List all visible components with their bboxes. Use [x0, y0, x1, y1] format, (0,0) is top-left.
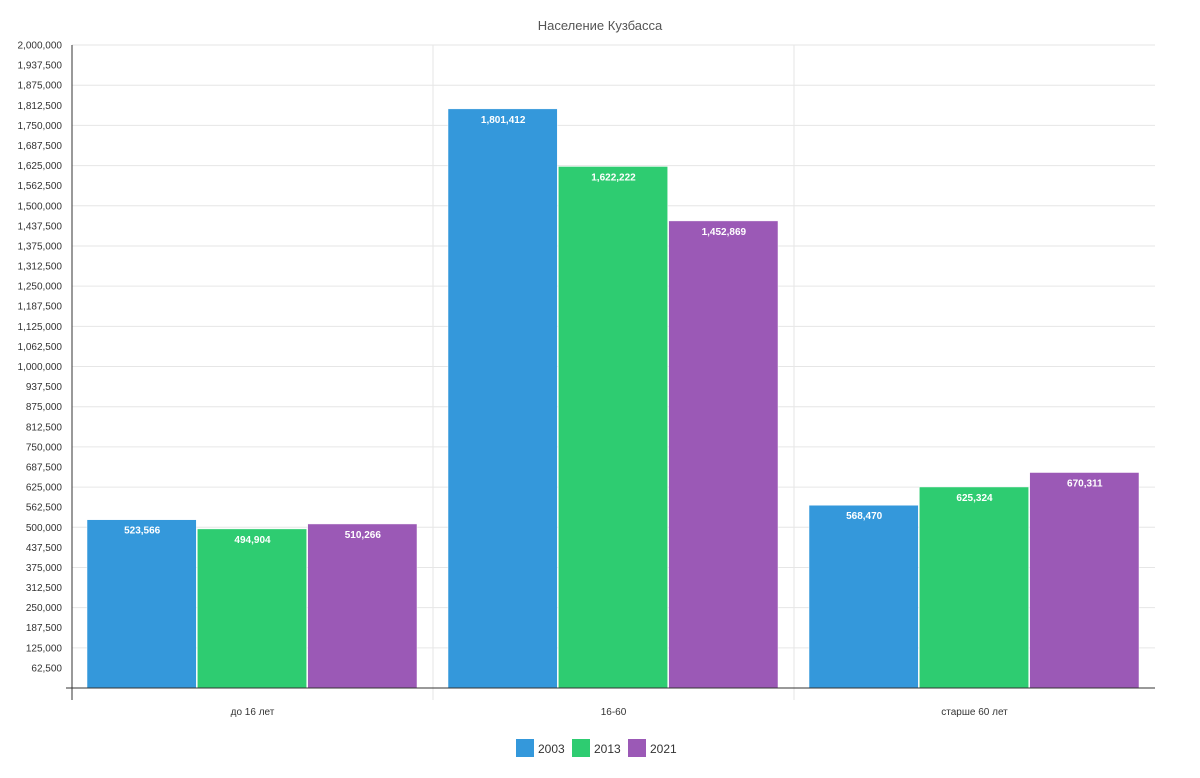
chart-title: Население Кузбасса [538, 18, 663, 33]
y-tick-label: 1,687,500 [18, 141, 63, 152]
axes [66, 45, 1155, 700]
data-label: 1,452,869 [702, 227, 747, 238]
y-tick-label: 1,937,500 [18, 61, 63, 72]
y-tick-label: 1,750,000 [18, 121, 63, 132]
y-tick-label: 1,125,000 [18, 322, 63, 333]
x-category-label: 16-60 [601, 707, 627, 718]
y-tick-label: 687,500 [26, 462, 63, 473]
x-category-label: старше 60 лет [941, 707, 1008, 718]
x-category-label: до 16 лет [231, 707, 275, 718]
legend-label: 2013 [594, 742, 621, 756]
legend-item-2013[interactable]: 2013 [572, 739, 621, 757]
data-label: 523,566 [124, 526, 161, 537]
data-label: 1,801,412 [481, 115, 526, 126]
y-axis-ticks: 62,500 125,000 187,500 250,000 312,500 375,00… [18, 41, 63, 675]
bar-2003-0[interactable] [86, 519, 197, 689]
y-tick-label: 1,812,500 [18, 101, 63, 112]
data-label: 568,470 [846, 511, 883, 522]
y-tick-label: 812,500 [26, 422, 63, 433]
bar-2021-2[interactable] [1029, 472, 1140, 689]
y-tick-label: 2,000,000 [18, 41, 63, 52]
y-tick-label: 1,375,000 [18, 241, 63, 252]
y-tick-label: 312,500 [26, 583, 63, 594]
legend-label: 2003 [538, 742, 565, 756]
y-tick-label: 1,500,000 [18, 201, 63, 212]
bar-2013-1[interactable] [558, 166, 668, 689]
bar-2013-0[interactable] [197, 528, 307, 689]
legend-swatch [516, 739, 534, 757]
x-axis-categories: до 16 лет 16-60 старше 60 лет [231, 707, 1009, 718]
y-tick-label: 437,500 [26, 543, 63, 554]
data-label: 625,324 [956, 493, 993, 504]
y-tick-label: 937,500 [26, 382, 63, 393]
y-tick-label: 62,500 [31, 663, 62, 674]
y-tick-label: 250,000 [26, 603, 63, 614]
legend-label: 2021 [650, 742, 677, 756]
y-tick-label: 1,437,500 [18, 221, 63, 232]
y-tick-label: 1,187,500 [18, 302, 63, 313]
legend[interactable]: 2003 2013 2021 [516, 739, 677, 757]
y-tick-label: 1,625,000 [18, 161, 63, 172]
data-label: 510,266 [345, 530, 382, 541]
y-tick-label: 375,000 [26, 563, 63, 574]
legend-item-2021[interactable]: 2021 [628, 739, 677, 757]
y-tick-label: 1,562,500 [18, 181, 63, 192]
data-labels: 523,566 494,904 510,266 1,801,412 1,622,222 1… [124, 115, 1103, 546]
bar-2013-2[interactable] [919, 486, 1029, 689]
legend-swatch [572, 739, 590, 757]
y-tick-label: 500,000 [26, 523, 63, 534]
data-label: 670,311 [1067, 478, 1103, 489]
y-tick-label: 1,875,000 [18, 81, 63, 92]
y-tick-label: 1,062,500 [18, 342, 63, 353]
y-tick-label: 125,000 [26, 643, 63, 654]
y-tick-label: 750,000 [26, 442, 63, 453]
y-tick-label: 562,500 [26, 503, 63, 514]
y-tick-label: 1,250,000 [18, 282, 63, 293]
data-label: 1,622,222 [591, 172, 636, 183]
bar-2003-1[interactable] [447, 108, 558, 689]
legend-item-2003[interactable]: 2003 [516, 739, 565, 757]
bar-2021-1[interactable] [668, 220, 779, 689]
y-tick-label: 625,000 [26, 483, 63, 494]
y-tick-label: 1,000,000 [18, 362, 63, 373]
legend-swatch [628, 739, 646, 757]
data-label: 494,904 [234, 535, 271, 546]
bars [86, 108, 1140, 689]
bar-2021-0[interactable] [307, 523, 418, 689]
y-tick-label: 187,500 [26, 623, 63, 634]
y-tick-label: 875,000 [26, 402, 63, 413]
bar-2003-2[interactable] [808, 504, 919, 689]
y-tick-label: 1,312,500 [18, 262, 63, 273]
